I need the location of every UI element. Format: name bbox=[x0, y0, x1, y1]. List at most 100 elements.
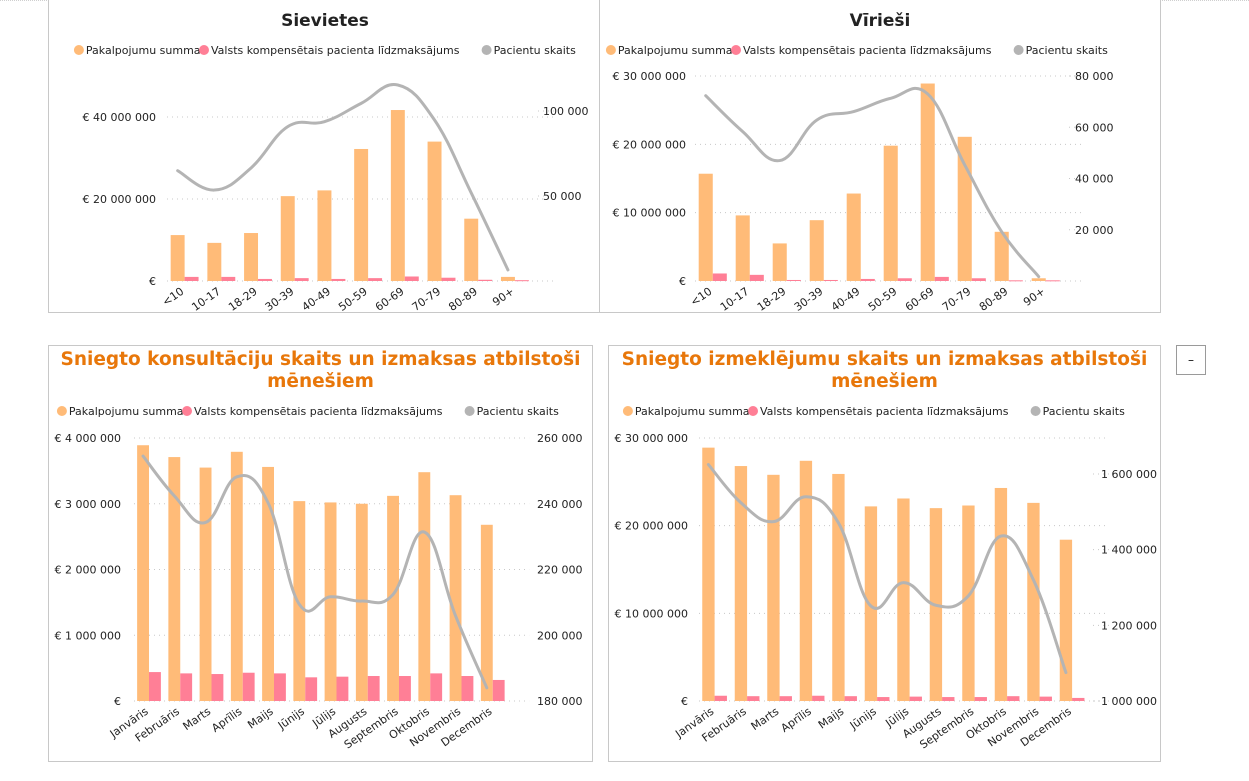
bar-kompensacija bbox=[258, 278, 272, 281]
bar-kompensacija bbox=[221, 276, 236, 281]
bar-pakalpojumu-summa bbox=[280, 196, 295, 281]
x-axis-tick-label: Marts bbox=[749, 705, 782, 733]
x-axis-tick-label: 18-29 bbox=[226, 285, 260, 312]
right-axis-tick-label: 220 000 bbox=[537, 564, 583, 577]
x-axis-tick-label: 10-17 bbox=[718, 285, 752, 312]
collapse-button[interactable]: – bbox=[1176, 345, 1206, 375]
left-axis-tick-label: € 30 000 000 bbox=[613, 70, 686, 83]
bar-pakalpojumu-summa bbox=[832, 473, 845, 701]
legend-label: Pakalpojumu summa bbox=[86, 44, 201, 57]
bar-pakalpojumu-summa bbox=[864, 506, 878, 701]
line-pacientu-skaits bbox=[141, 454, 489, 690]
legend-label: Pacientu skaits bbox=[1043, 405, 1126, 418]
x-axis-tick-label: 30-39 bbox=[263, 285, 297, 312]
x-axis-tick-label: 50-59 bbox=[866, 285, 900, 312]
legend-item-patients: Pacientu skaits bbox=[1030, 405, 1126, 418]
legend-label: Pakalpojumu summa bbox=[618, 44, 733, 57]
bar-pakalpojumu-summa bbox=[698, 173, 713, 281]
bars bbox=[702, 447, 1085, 701]
bar-kompensacija bbox=[1039, 696, 1052, 701]
left-axis-tick-label: € bbox=[681, 695, 688, 708]
bar-pakalpojumu-summa bbox=[846, 193, 861, 281]
left-axis-tick-label: € 4 000 000 bbox=[55, 432, 121, 445]
legend-item-compensation: Valsts kompensētais pacienta līdzmaksāju… bbox=[731, 44, 992, 57]
chart-svg-virieshi: Vīrieši Pakalpojumu summa Valsts kompensēt… bbox=[605, 11, 1114, 312]
legend-marker-icon bbox=[622, 406, 633, 416]
chart-title: mēnešiem bbox=[267, 371, 374, 392]
left-axis-tick-label: € 3 000 000 bbox=[55, 498, 121, 511]
chart-title: mēnešiem bbox=[831, 371, 938, 392]
right-axis-tick-label: 200 000 bbox=[537, 629, 583, 642]
legend-marker-icon bbox=[481, 45, 492, 55]
legend-item-service-sum: Pakalpojumu summa bbox=[622, 405, 750, 418]
bar-kompensacija bbox=[897, 278, 912, 281]
bar-kompensacija bbox=[971, 278, 986, 281]
bar-kompensacija bbox=[514, 280, 529, 282]
legend-label: Pakalpojumu summa bbox=[69, 405, 184, 418]
bar-pakalpojumu-summa bbox=[387, 495, 399, 701]
bar-pakalpojumu-summa bbox=[168, 457, 181, 701]
bar-pakalpojumu-summa bbox=[767, 474, 780, 701]
bar-pakalpojumu-summa bbox=[244, 233, 259, 281]
bar-kompensacija bbox=[812, 695, 825, 701]
bar-kompensacija bbox=[368, 278, 383, 281]
bar-pakalpojumu-summa bbox=[418, 472, 431, 701]
legend-item-patients: Pacientu skaits bbox=[481, 44, 577, 57]
bar-kompensacija bbox=[305, 677, 318, 701]
x-axis-tick-label: 70-79 bbox=[940, 285, 974, 312]
bar-kompensacija bbox=[1008, 280, 1023, 282]
left-axis-tick-label: € 1 000 000 bbox=[55, 629, 121, 642]
bar-kompensacija bbox=[974, 697, 987, 701]
legend-item-patients: Pacientu skaits bbox=[464, 405, 559, 418]
bars bbox=[170, 110, 529, 282]
bar-kompensacija bbox=[274, 673, 286, 701]
bar-pakalpojumu-summa bbox=[897, 498, 910, 701]
bar-kompensacija bbox=[294, 278, 309, 281]
x-axis-tick-label: 90+ bbox=[490, 285, 516, 309]
bar-pakalpojumu-summa bbox=[230, 451, 243, 701]
minus-icon: – bbox=[1188, 353, 1194, 367]
chart-panel-izmeklejumi: Sniegto izmeklējumu skaits un izmaksas a… bbox=[608, 345, 1161, 762]
x-axis-tick-label: 10-17 bbox=[189, 285, 223, 312]
bar-pakalpojumu-summa bbox=[170, 235, 185, 281]
bar-kompensacija bbox=[441, 277, 456, 281]
right-axis-tick-label: 100 000 bbox=[543, 105, 589, 118]
legend-marker-icon bbox=[464, 406, 475, 416]
bar-kompensacija bbox=[823, 279, 838, 281]
bar-pakalpojumu-summa bbox=[809, 220, 824, 281]
legend-item-compensation: Valsts kompensētais pacienta līdzmaksāju… bbox=[199, 44, 460, 57]
x-axis-tick-label: Jūnijs bbox=[847, 705, 879, 733]
legend-label: Valsts kompensētais pacienta līdzmaksāju… bbox=[760, 405, 1009, 418]
legend-label: Pacientu skaits bbox=[1026, 44, 1109, 57]
chart-panel-konsultacijas: Sniegto konsultāciju skaits un izmaksas … bbox=[48, 345, 593, 762]
bar-kompensacija bbox=[461, 676, 474, 701]
chart-svg-konsultacijas: Sniegto konsultāciju skaits un izmaksas … bbox=[55, 349, 583, 751]
bar-pakalpojumu-summa bbox=[735, 215, 750, 281]
right-axis-tick-label: 40 000 bbox=[1075, 173, 1114, 186]
right-axis-tick-label: 1 000 000 bbox=[1101, 695, 1157, 708]
bar-pakalpojumu-summa bbox=[449, 495, 462, 701]
right-axis-tick-label: 50 000 bbox=[543, 190, 582, 203]
legend-label: Valsts kompensētais pacienta līdzmaksāju… bbox=[194, 405, 443, 418]
bars bbox=[698, 83, 1060, 282]
bar-kompensacija bbox=[399, 676, 411, 701]
chart-title: Sievietes bbox=[281, 11, 369, 31]
legend-label: Pacientu skaits bbox=[494, 44, 577, 57]
left-axis-tick-label: € bbox=[114, 695, 121, 708]
legend: Pakalpojumu summa Valsts kompensētais pac… bbox=[605, 44, 1109, 57]
legend-label: Valsts kompensētais pacienta līdzmaksāju… bbox=[211, 44, 460, 57]
legend-item-compensation: Valsts kompensētais pacienta līdzmaksāju… bbox=[748, 405, 1009, 418]
x-axis-tick-label: 18-29 bbox=[755, 285, 789, 312]
left-axis-tick-label: € 30 000 000 bbox=[615, 432, 688, 445]
bar-kompensacija bbox=[149, 672, 161, 701]
left-axis-tick-label: € bbox=[149, 275, 156, 288]
chart-title: Vīrieši bbox=[850, 11, 911, 31]
x-axis-tick-label: <10 bbox=[160, 285, 186, 309]
right-axis-tick-label: 1 200 000 bbox=[1101, 619, 1157, 632]
bar-kompensacija bbox=[492, 679, 505, 701]
bar-pakalpojumu-summa bbox=[1059, 539, 1073, 701]
left-axis-tick-label: € 40 000 000 bbox=[83, 111, 156, 124]
right-axis-tick-label: 20 000 bbox=[1075, 224, 1114, 237]
bar-kompensacija bbox=[1007, 696, 1020, 701]
right-axis-tick-label: 1 600 000 bbox=[1101, 468, 1157, 481]
